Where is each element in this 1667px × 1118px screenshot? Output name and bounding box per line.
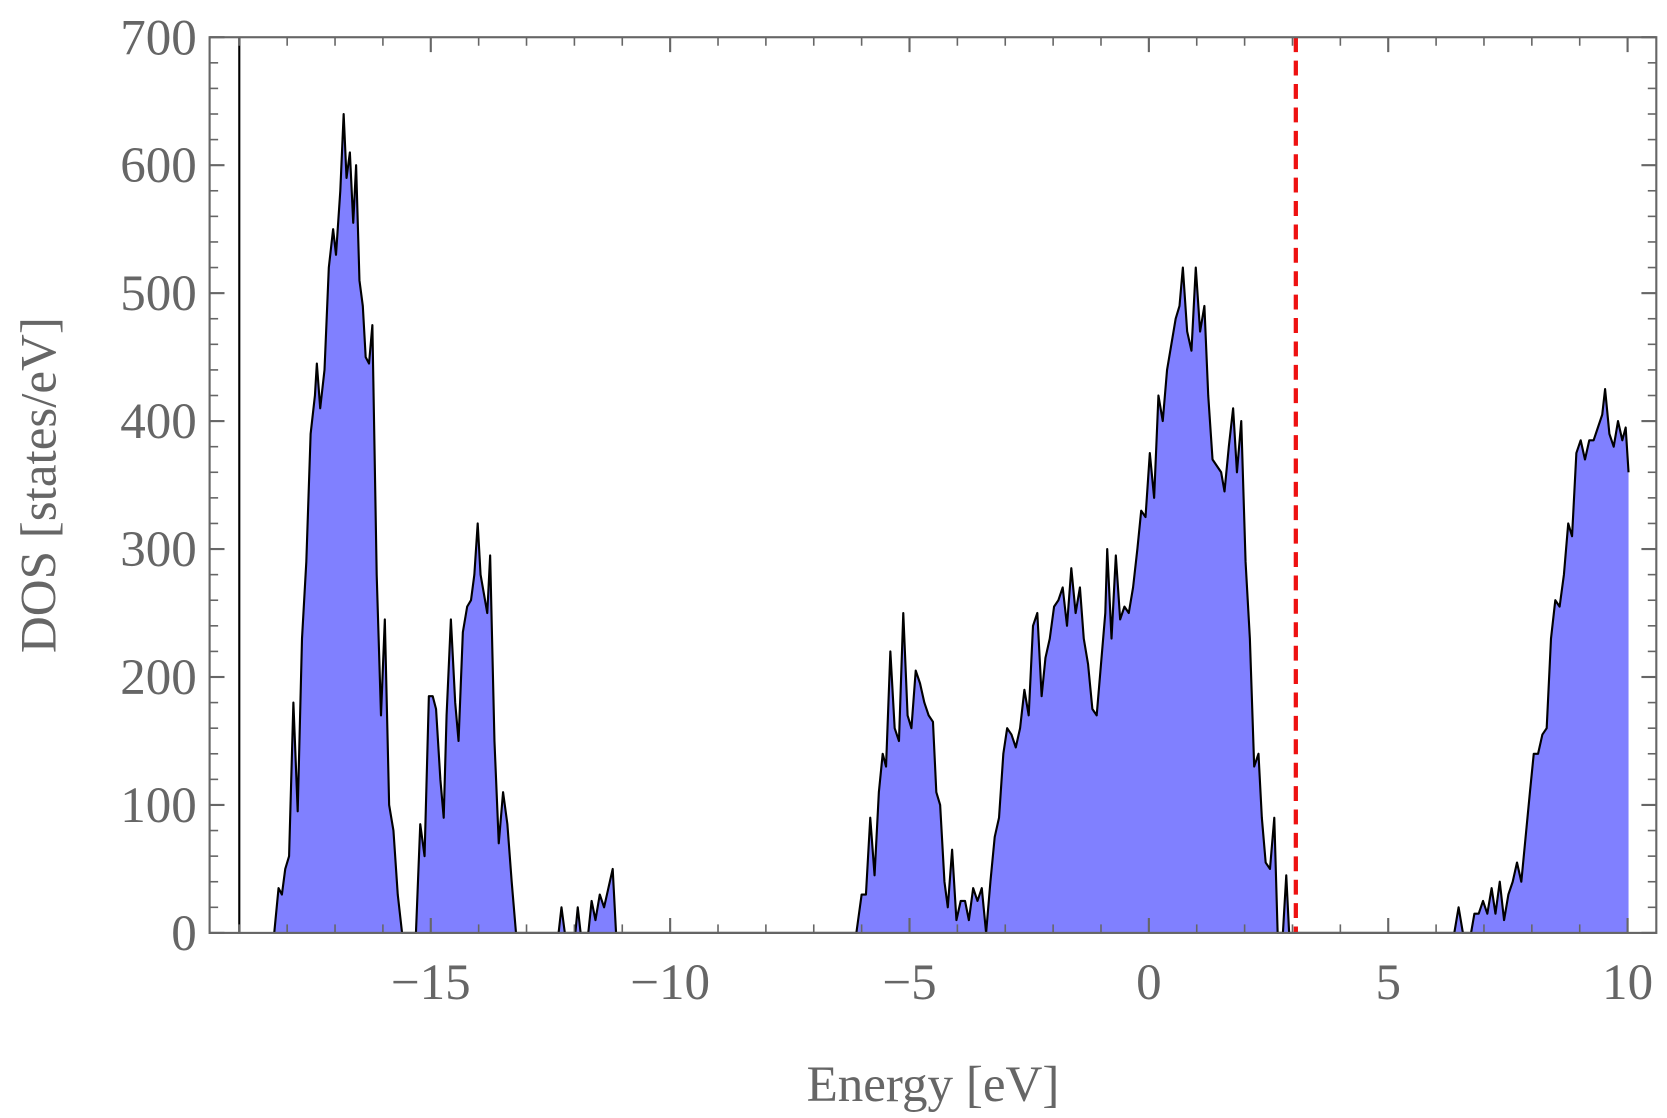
x-tick-label: −10 — [630, 955, 710, 1011]
y-tick-label: 700 — [120, 10, 197, 66]
y-tick-label: 200 — [120, 650, 197, 706]
y-tick-label: 600 — [120, 138, 197, 194]
x-tick-label: 5 — [1375, 955, 1401, 1011]
x-tick-label: 10 — [1602, 955, 1653, 1011]
x-tick-label: −15 — [391, 955, 471, 1011]
x-tick-label: −5 — [882, 955, 936, 1011]
x-axis-title: Energy [eV] — [807, 1057, 1060, 1113]
y-tick-label: 0 — [171, 906, 197, 962]
x-tick-label: 0 — [1136, 955, 1162, 1011]
y-tick-label: 500 — [120, 266, 197, 322]
y-axis-title: DOS [states/eV] — [11, 317, 67, 653]
area-line — [273, 112, 1630, 934]
y-tick-label: 300 — [120, 522, 197, 578]
y-tick-label: 400 — [120, 394, 197, 450]
y-tick-label: 100 — [120, 778, 197, 834]
plot-frame — [208, 36, 1658, 934]
